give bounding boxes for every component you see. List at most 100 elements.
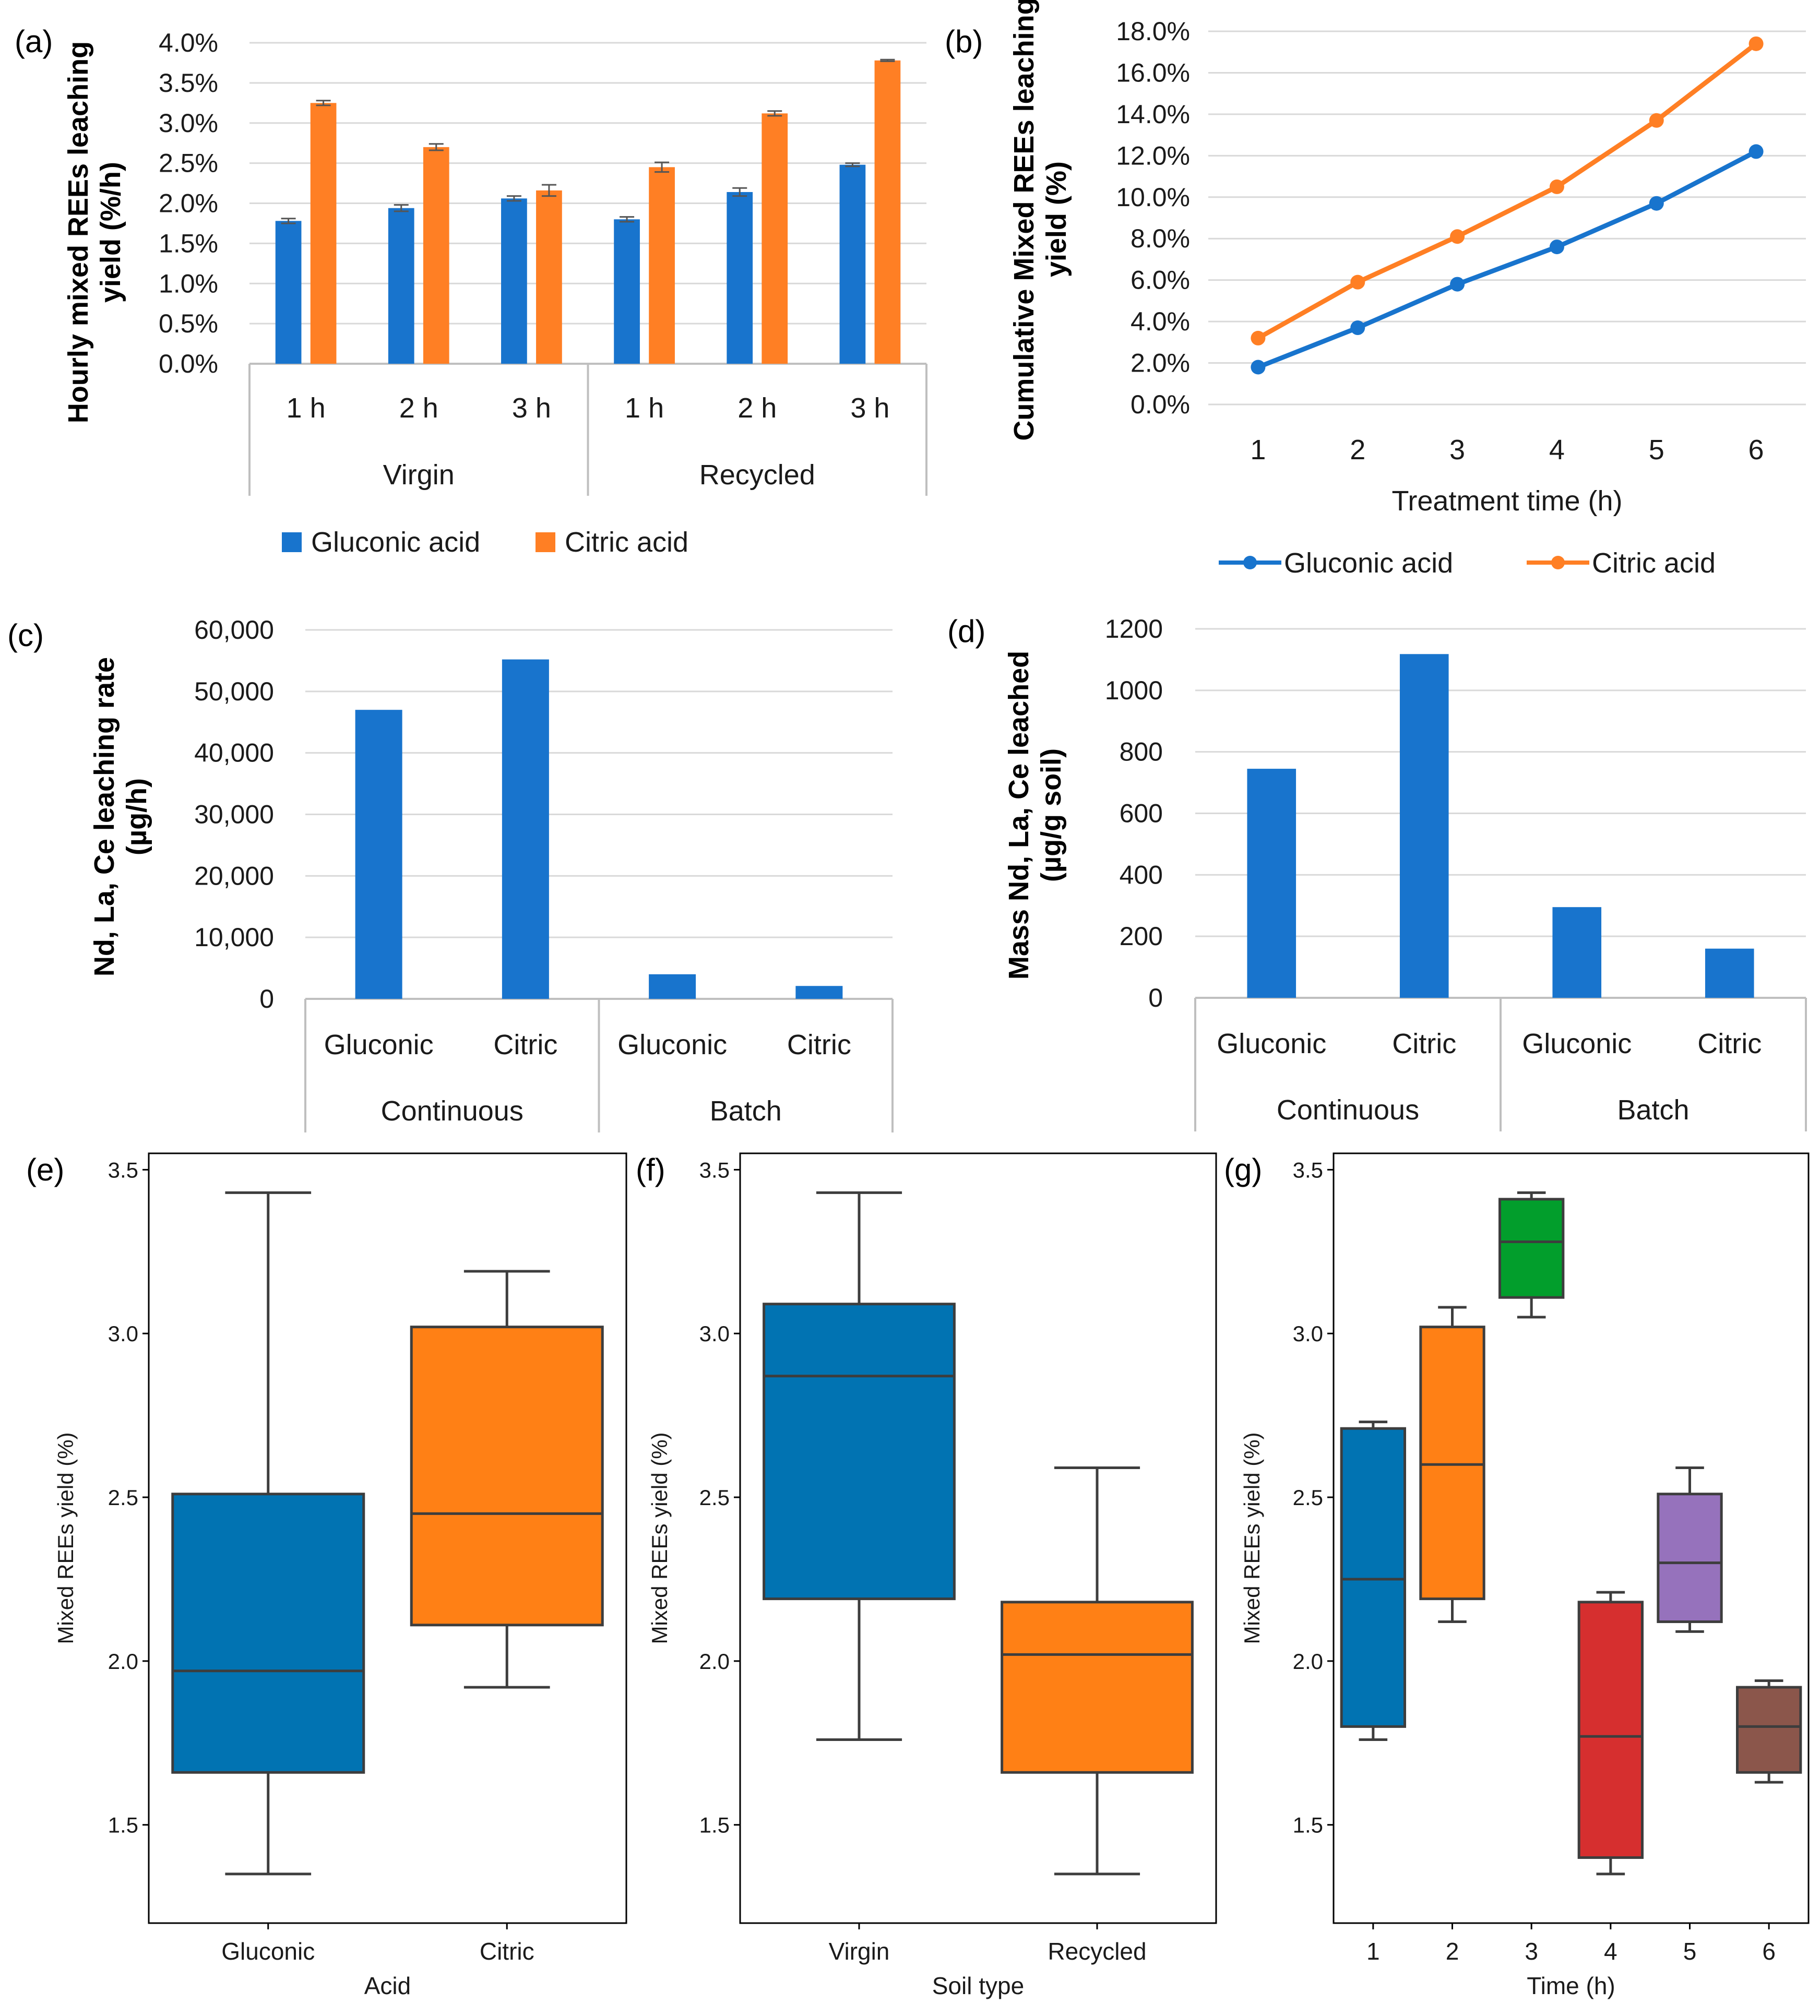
category-label: Gluconic [1217,1028,1326,1059]
y-tick-label: 20,000 [194,861,274,890]
bar-citric [310,103,337,364]
y-tick-label: 200 [1120,922,1163,951]
x-tick-label: 5 [1649,434,1664,466]
bar-citric [423,147,449,364]
panel-label-g: (g) [1224,1152,1262,1187]
category-label: 1 h [625,392,664,424]
y-tick-label: 2.0 [699,1649,730,1674]
category-label: Citric [1392,1028,1456,1059]
chart-panel-a: 0.0% 0.5% 1.0% 1.5% 2.0% 2.5% 3.0% 3.5% 4.0% Virg… [63,28,927,496]
x-tick-label: 1 [1250,434,1266,466]
series-line-citric [1257,42,1758,340]
data-point [1549,240,1564,255]
y-tick-label: 0 [1148,983,1163,1012]
category-label: Gluconic [1522,1028,1632,1059]
y-tick-label: 3.5 [699,1158,730,1182]
y-tick-label: 3.5 [1293,1158,1323,1182]
chart-panel-d: 0 200 400 600 800 1000 1200 Continuous Batch Gluc… [1003,614,1807,1131]
y-tick-label: 16.0% [1116,58,1190,87]
plot-frame [1333,1152,1810,1924]
y-tick-label: 8.0% [1131,224,1190,253]
x-tick-label: Citric [480,1938,534,1965]
x-tick-label: Gluconic [221,1938,315,1965]
legend-b-citric-marker [1551,556,1565,569]
bar-gluconic [727,192,753,364]
bar [1705,948,1754,998]
chart-panel-f: 1.5 2.0 2.5 3.0 3.5 Virgin Recycled Soil type Mi… [647,1152,1217,1999]
legend-a-citric-swatch [536,532,555,552]
x-tick-label: 6 [1762,1938,1776,1965]
panel-label-a: (a) [15,24,53,59]
bar [1552,907,1602,998]
data-point [1251,330,1266,345]
category-label: 2 h [399,392,438,424]
y-tick-label: 1.0% [159,269,218,298]
y-tick-label: 400 [1120,860,1163,889]
y-axis-title: Mixed REEs yield (%) [647,1432,672,1644]
chart-panel-b: 0.0% 2.0% 4.0% 6.0% 8.0% 10.0% 12.0% 14.0% 16.0%… [1008,0,1806,517]
y-axis-title: Mass Nd, La, Ce leached [1003,651,1034,980]
legend-a-citric-label: Citric acid [565,527,688,558]
legend-b-gluconic-marker [1243,556,1257,569]
box [1657,1493,1723,1624]
box [1419,1326,1485,1601]
x-tick-label: 6 [1748,434,1764,466]
series-line-gluconic [1257,149,1757,369]
bar [355,710,402,999]
y-tick-label: 14.0% [1116,100,1190,129]
plot-frame [148,1152,627,1924]
y-tick-label: 600 [1120,799,1163,828]
y-tick-label: 0.5% [159,309,218,338]
y-tick-label: 3.0% [159,109,218,138]
y-tick-label: 800 [1120,737,1163,767]
bar-gluconic [614,219,640,364]
y-tick-label: 0 [259,984,274,1013]
x-tick-label: 5 [1683,1938,1697,1965]
category-label: 3 h [512,392,551,424]
bar-gluconic [388,208,414,364]
category-label: Citric [787,1029,851,1060]
y-axis-title: Nd, La, Ce leaching rate [89,657,120,976]
y-tick-label: 50,000 [194,677,274,706]
box [1736,1686,1802,1774]
y-axis-title-line2: yield (%/h) [95,162,126,303]
y-tick-label: 3.0 [1293,1321,1323,1346]
y-tick-label: 12.0% [1116,141,1190,170]
data-point [1549,179,1564,194]
y-tick-label: 2.5 [699,1485,730,1510]
box [410,1326,604,1627]
x-tick-label: 4 [1604,1938,1617,1965]
box [171,1493,365,1774]
bar-gluconic [839,164,866,364]
y-tick-label: 4.0% [1131,307,1190,336]
x-tick-label: 3 [1449,434,1465,466]
legend-a: Gluconic acid Citric acid [282,527,688,558]
y-tick-label: 1.5 [1293,1813,1323,1838]
plot-frame [739,1152,1217,1924]
y-tick-label: 0.0% [159,349,218,378]
group-label: Continuous [381,1095,524,1127]
category-label: Citric [1697,1028,1762,1059]
bar-citric [762,113,788,364]
y-tick-label: 2.5% [159,149,218,178]
y-tick-label: 60,000 [194,615,274,645]
y-axis-title-line2: yield (%) [1041,161,1072,277]
panel-label-e: (e) [26,1152,64,1187]
y-tick-label: 6.0% [1131,266,1190,295]
y-axis-title: Cumulative Mixed REEs leaching [1008,0,1040,441]
y-tick-label: 2.0 [108,1649,138,1674]
bar [1399,654,1449,998]
y-tick-label: 3.0 [699,1321,730,1346]
data-point [1748,36,1764,51]
y-axis-title: Mixed REEs yield (%) [53,1432,78,1644]
y-tick-label: 2.5 [108,1485,138,1510]
data-point [1350,275,1365,290]
bar [1247,769,1296,998]
legend-b: Gluconic acid Citric acid [1219,547,1716,579]
y-tick-label: 0.0% [1131,390,1190,419]
y-tick-label: 2.0 [1293,1649,1323,1674]
y-tick-label: 30,000 [194,800,274,829]
panel-label-f: (f) [636,1152,665,1187]
y-tick-label: 4.0% [159,28,218,57]
data-point [1649,196,1664,211]
